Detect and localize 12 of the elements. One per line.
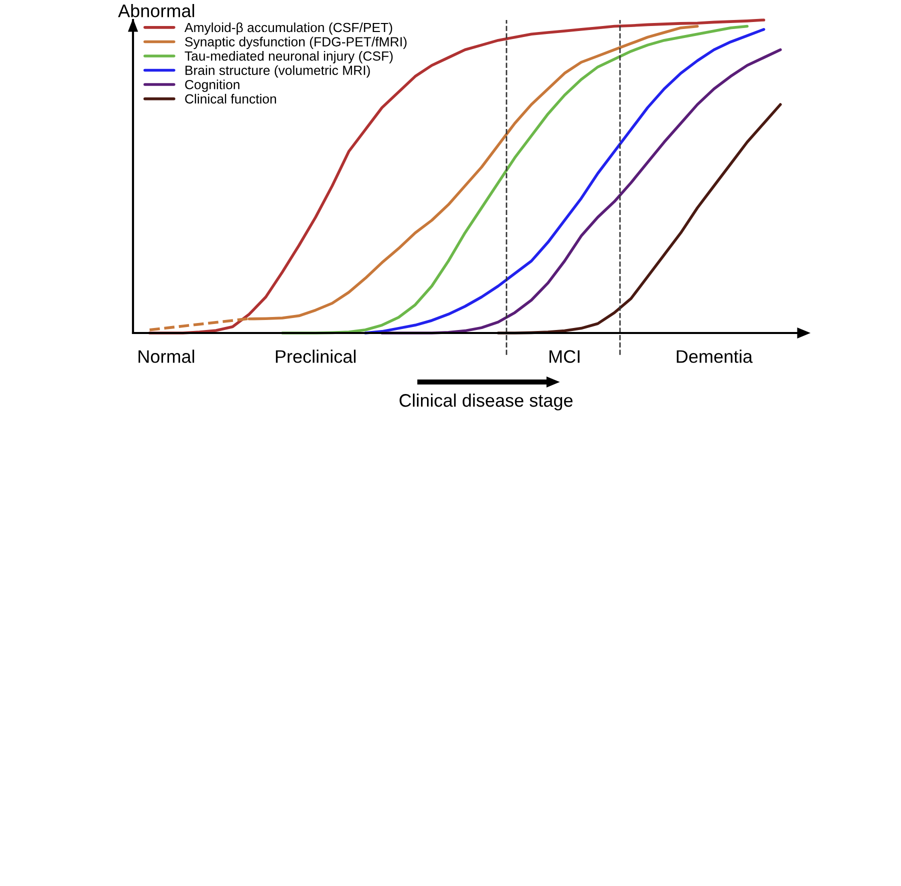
x-tick-label: Normal xyxy=(138,350,194,363)
legend-label: Clinical function xyxy=(185,94,276,104)
legend-label: Brain structure (volumetric MRI) xyxy=(186,65,370,78)
x-tick-label: Dementia xyxy=(676,350,753,363)
x-tick-label: MCI xyxy=(550,350,580,363)
legend-label: Synaptic dysfunction (FDG-PET/fMRI) xyxy=(185,36,407,50)
legend-label: Tau-mediated neuronal injury (CSF) xyxy=(184,51,393,64)
x-tick-label: Preclinical xyxy=(276,350,356,363)
text: Clinical disease stage xyxy=(400,394,573,410)
legend-label: Amyloid-β accumulation (CSF/PET) xyxy=(184,22,392,35)
y-axis-title: Abnormal xyxy=(118,4,194,18)
legend-label: Cognition xyxy=(185,80,240,92)
